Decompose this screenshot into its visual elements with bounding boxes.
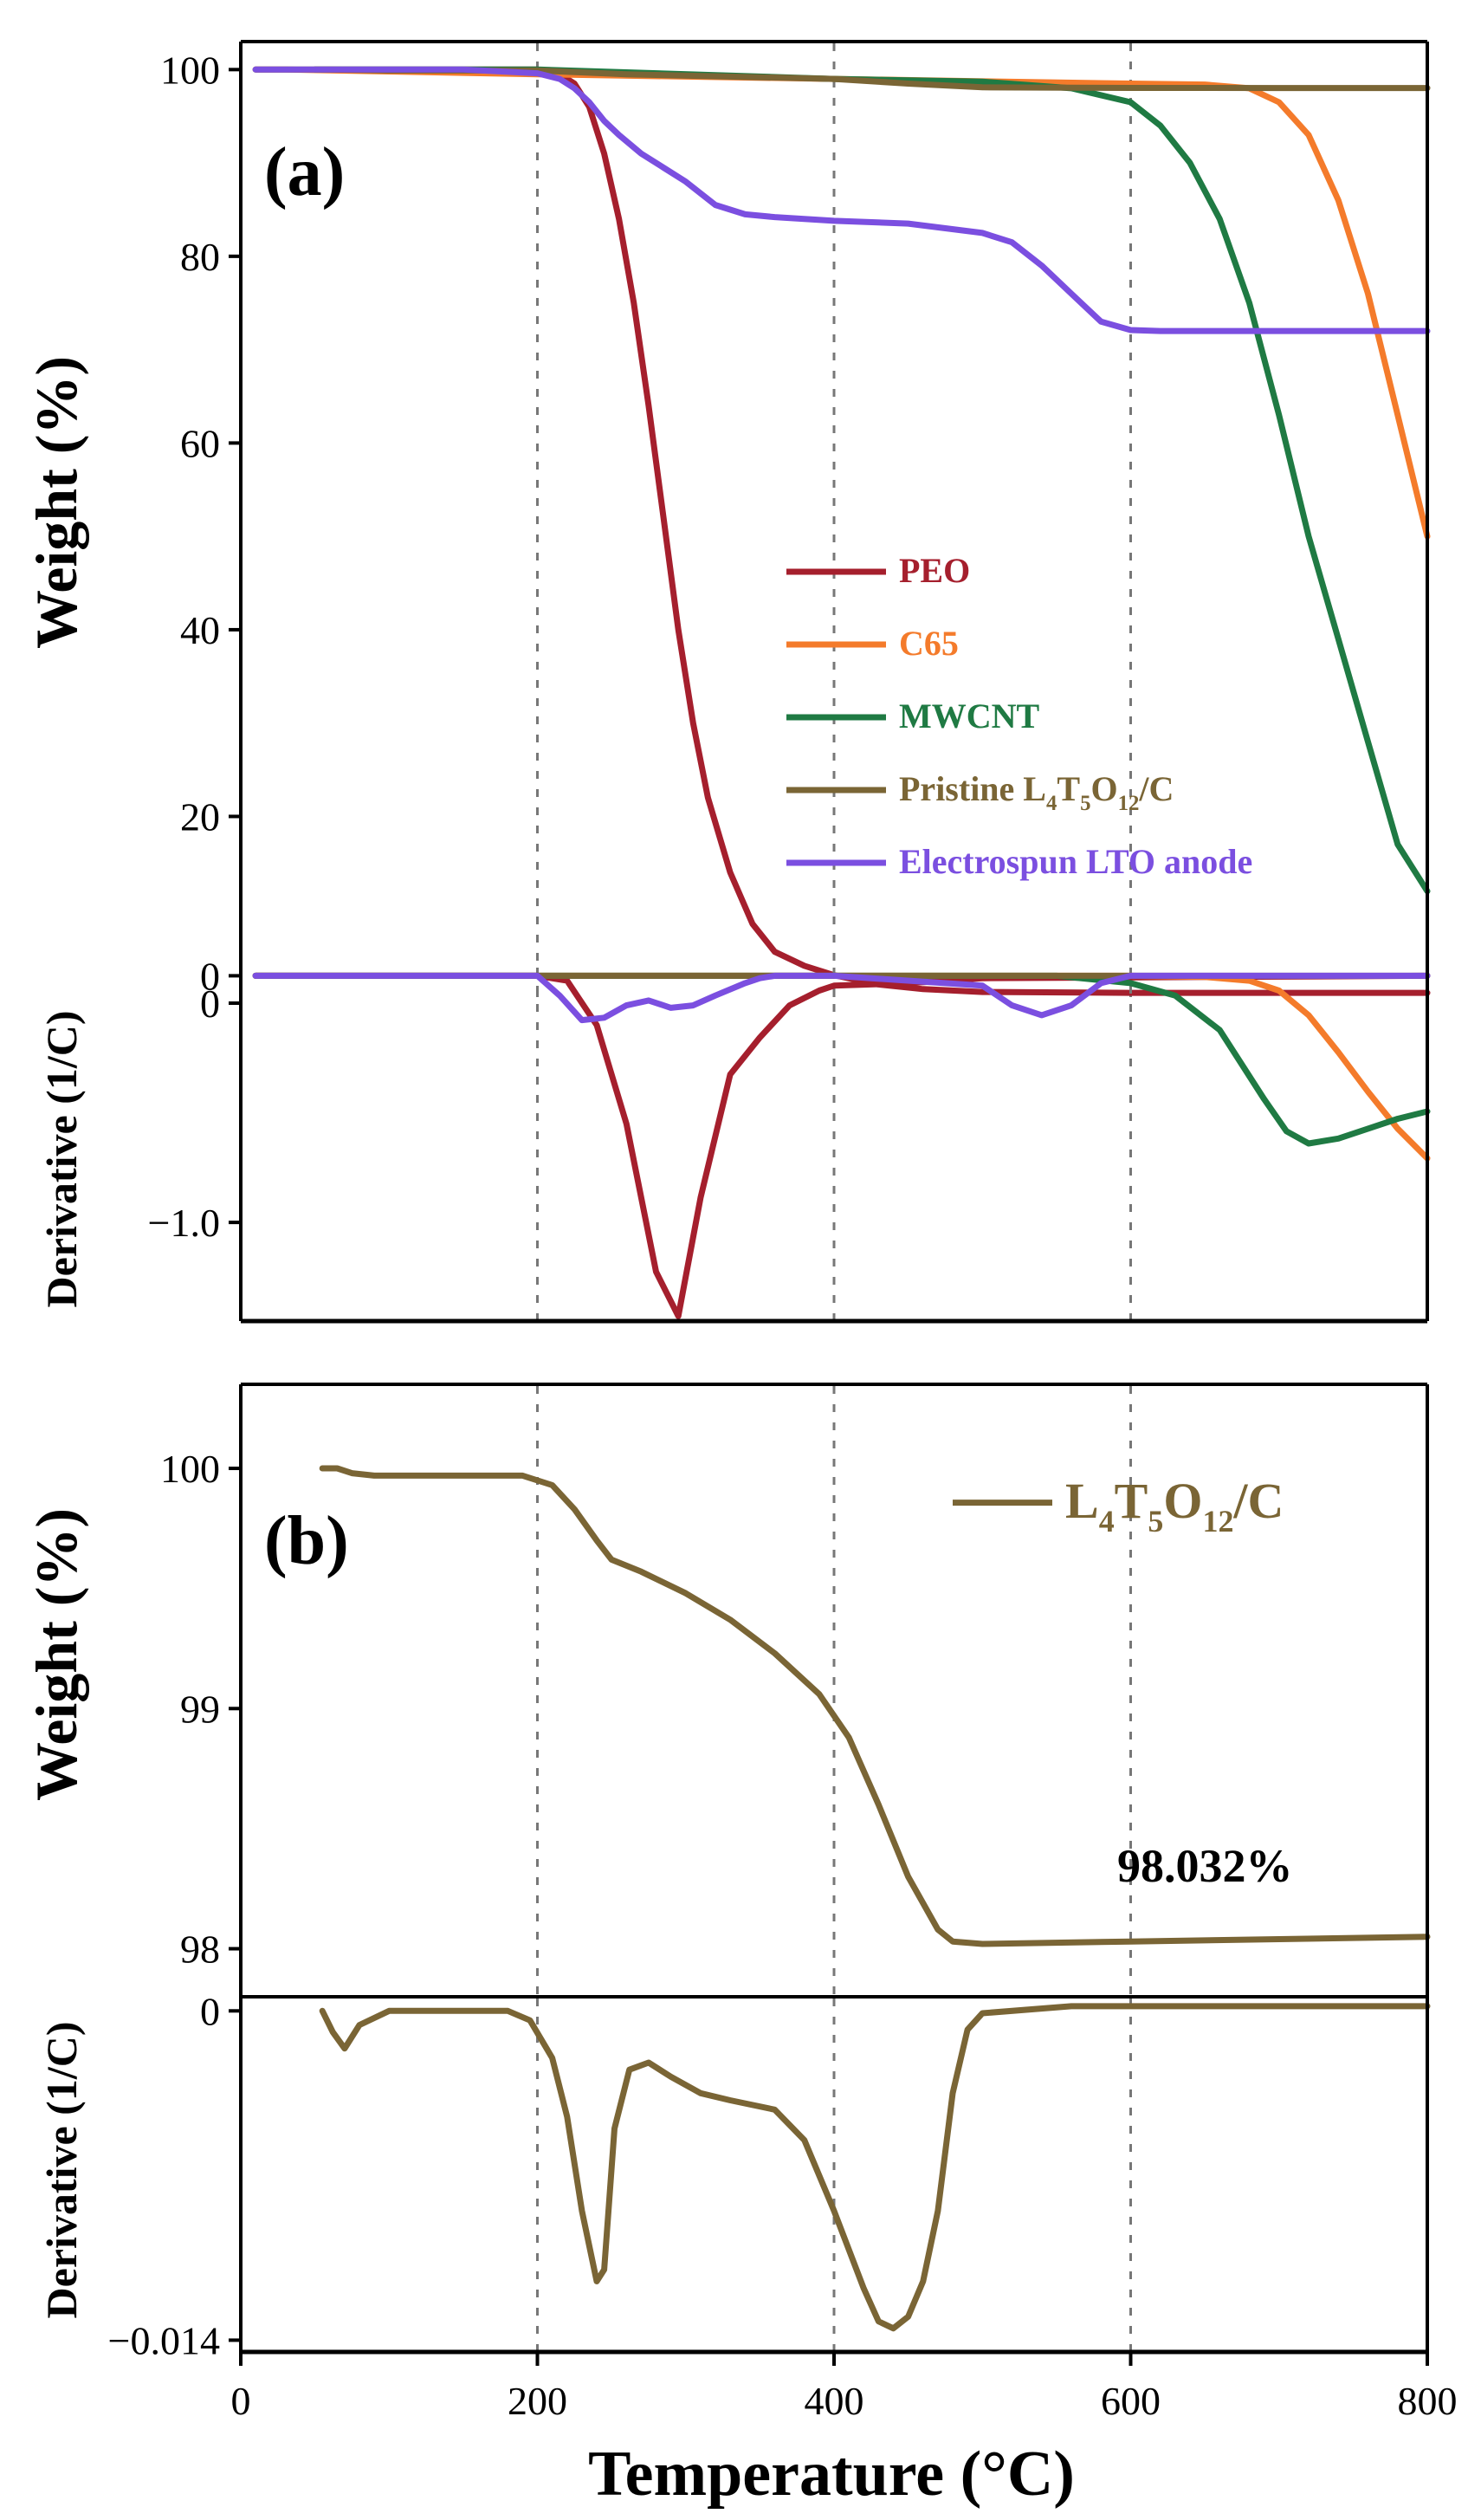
legend-label: L4T5O12/C [1065, 1473, 1284, 1539]
y-tick-label: −0.014 [108, 2318, 220, 2362]
y-tick-label: 0 [200, 1989, 220, 2033]
y-tick-label: −1.0 [148, 1201, 220, 1245]
x-tick-label: 400 [805, 2379, 864, 2423]
legend-label: Pristine L4T5O12/C [899, 769, 1174, 815]
ylabel-a-weight: Weight (%) [23, 356, 89, 649]
series-line-peo [312, 66, 1431, 996]
y-tick-label: 100 [160, 1447, 220, 1491]
legend-label: C65 [899, 624, 959, 663]
ylabel-b-weight: Weight (%) [23, 1508, 89, 1801]
series-line-mwcnt [312, 66, 1431, 895]
legend-panel-a: PEO C65 MWCNT Pristine L4T5O12/C Electrospun… [786, 551, 1252, 881]
panel-a-derivative-plot: 0 −1.0 [148, 954, 1431, 1324]
x-tick-label: 200 [508, 2379, 567, 2423]
x-tick-label: 0 [231, 2379, 251, 2423]
x-tick-label: 600 [1101, 2379, 1161, 2423]
ylabel-a-derivative: Derivative (1/C) [37, 1011, 86, 1308]
series-line-electrospun-lto-anode [252, 972, 1431, 1024]
series-line-peo [252, 972, 1431, 1319]
legend-label: MWCNT [899, 696, 1040, 735]
series-line-electrospun-lto-anode [252, 66, 1431, 334]
y-tick-label: 98 [180, 1927, 220, 1972]
series-line-l4t5o12-c [319, 1465, 1431, 1947]
ylabel-b-derivative: Derivative (1/C) [37, 2022, 86, 2319]
series-line-l4t5o12-c [319, 2003, 1431, 2332]
panel-a-weight-plot: 0 20 40 60 80 100 [160, 40, 1431, 1026]
y-tick-label: 0 [200, 981, 220, 1026]
y-tick-label: 100 [160, 48, 220, 92]
legend-label: PEO [899, 551, 970, 590]
x-tick-label: 800 [1398, 2379, 1458, 2423]
y-tick-label: 80 [180, 235, 220, 279]
y-tick-label: 99 [180, 1687, 220, 1731]
panel-label-a: (a) [264, 134, 345, 211]
legend-label: Electrospun LTO anode [899, 842, 1252, 881]
xlabel: Temperature (°C) [588, 2439, 1075, 2510]
y-tick-label: 40 [180, 608, 220, 652]
series-line-c65 [252, 972, 1431, 1162]
annotation-98-032: 98.032% [1117, 1840, 1293, 1892]
y-tick-label: 0 [200, 954, 220, 998]
series-line-mwcnt [252, 972, 1431, 1147]
y-tick-label: 60 [180, 421, 220, 465]
panel-label-b: (b) [264, 1503, 349, 1579]
panel-b-weight-plot: 98 99 100 [160, 1383, 1431, 1999]
y-tick-label: 20 [180, 794, 220, 839]
legend-panel-b: L4T5O12/C [953, 1473, 1284, 1539]
